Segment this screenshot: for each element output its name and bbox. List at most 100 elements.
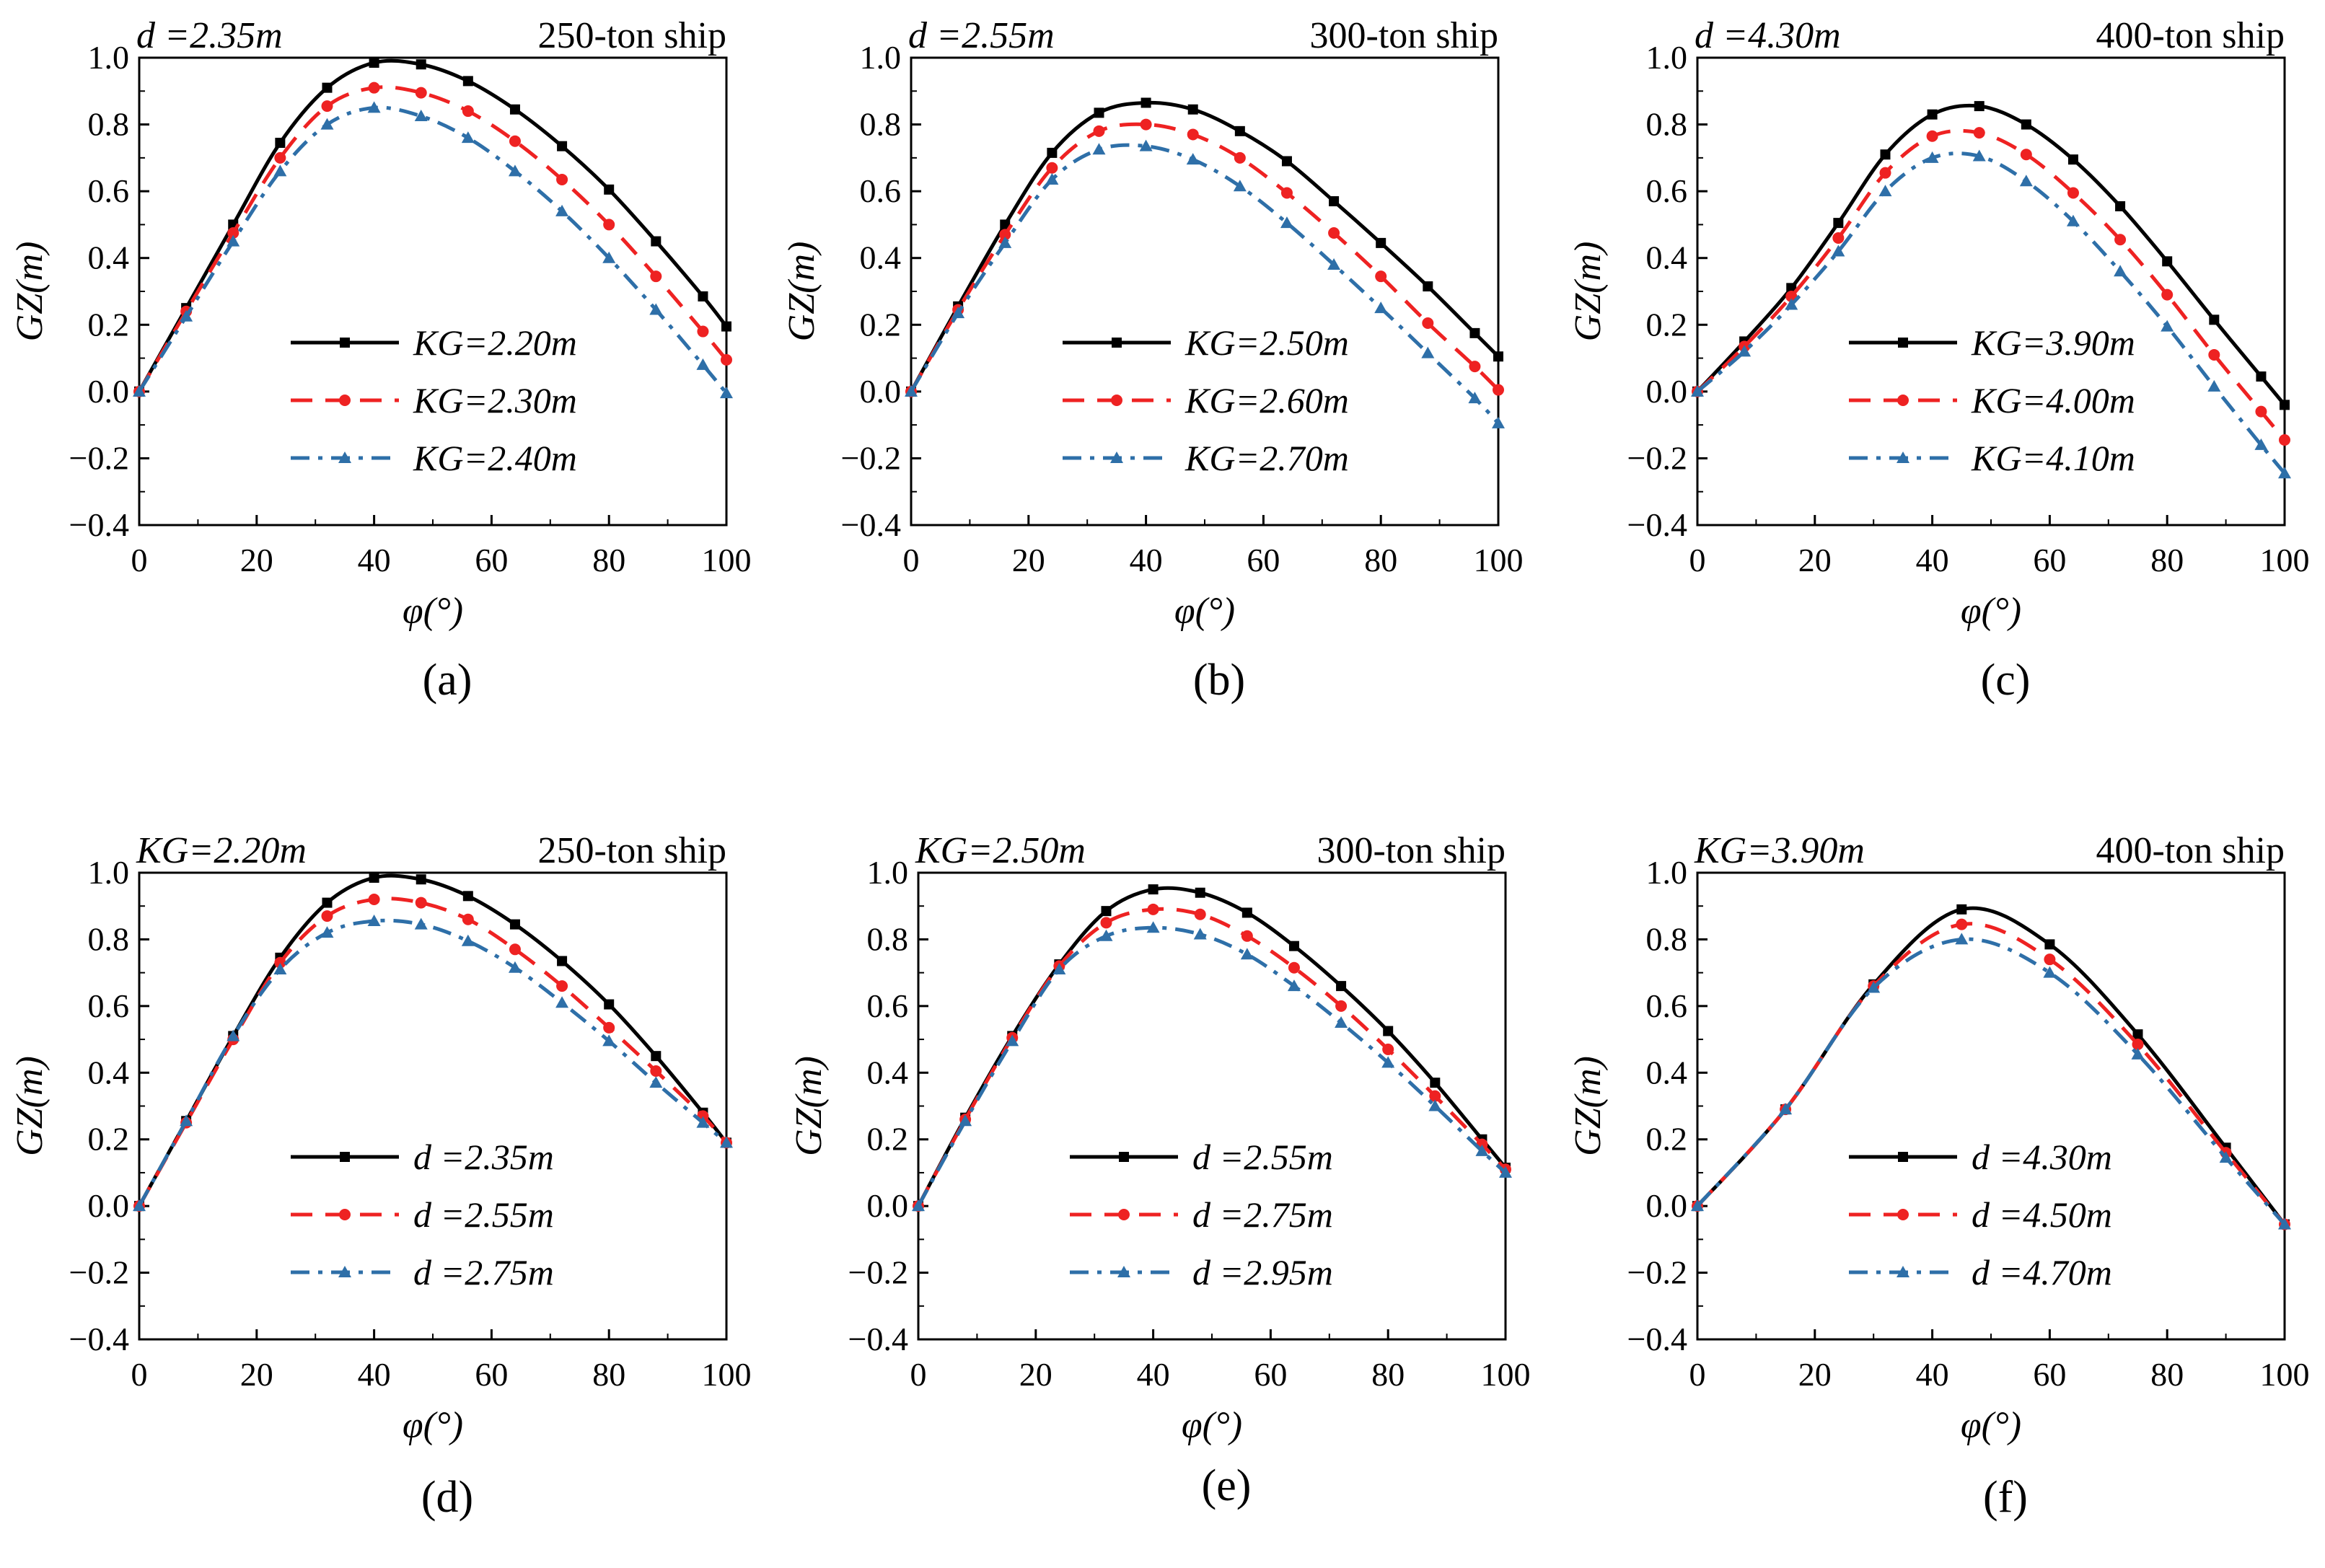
x-tick-label: 100 — [2260, 542, 2310, 578]
x-tick-label: 80 — [2150, 542, 2184, 578]
y-axis-label: GZ(m) — [788, 1056, 830, 1156]
y-tick-label: 0.2 — [1646, 1121, 1688, 1158]
data-point — [273, 164, 287, 177]
panel-condition-label: d =2.55m — [908, 15, 1055, 56]
legend-marker — [338, 452, 351, 463]
panel-caption: (f) — [1983, 1473, 2028, 1522]
data-point — [998, 236, 1012, 248]
data-point — [2280, 400, 2290, 410]
data-point — [1193, 928, 1207, 940]
chart-panel-3: −0.4 −0.2 0.0 0.2 0.4 0.6 0.8 1.0 0 20 40 60 80 100 φ(… — [1568, 15, 2310, 705]
data-point — [650, 270, 662, 283]
x-tick-label: 0 — [131, 1356, 148, 1393]
series-3 — [1691, 149, 2291, 479]
panel-ship-label: 250-ton ship — [538, 15, 726, 56]
y-tick-label: 1.0 — [867, 854, 909, 891]
x-tick-label: 80 — [2150, 1356, 2184, 1393]
y-tick-label: 0.6 — [1646, 987, 1688, 1024]
data-point — [1187, 128, 1199, 141]
series-3 — [905, 139, 1505, 428]
data-point — [720, 387, 733, 399]
data-point — [414, 917, 428, 930]
series-line — [1696, 937, 2286, 1226]
legend-label: d =2.35m — [413, 1137, 554, 1177]
data-point — [1382, 1043, 1394, 1055]
data-point — [180, 309, 193, 322]
data-point — [1925, 151, 1939, 163]
y-tick-label: 0.2 — [1646, 306, 1688, 343]
data-point — [1383, 1026, 1394, 1036]
series-2 — [1692, 918, 2290, 1230]
panel-ship-label: 300-ton ship — [1317, 830, 1506, 871]
data-point — [415, 897, 427, 909]
x-tick-label: 40 — [358, 542, 391, 578]
data-point — [1381, 1056, 1395, 1068]
data-point — [1691, 1199, 1704, 1212]
chart-panel-1: −0.4 −0.2 0.0 0.2 0.4 0.6 0.8 1.0 0 20 40 60 80 100 φ(… — [9, 15, 752, 705]
chart-panel-4: −0.4 −0.2 0.0 0.2 0.4 0.6 0.8 1.0 0 20 40 60 80 100 φ(… — [9, 830, 752, 1522]
data-point — [1974, 101, 1985, 112]
data-point — [275, 138, 286, 149]
data-point — [180, 1114, 193, 1127]
x-tick-label: 40 — [1137, 1356, 1170, 1393]
data-point — [1880, 149, 1891, 160]
panel-ship-label: 250-ton ship — [538, 830, 726, 871]
data-point — [2161, 320, 2174, 332]
x-tick-label: 20 — [1012, 542, 1045, 578]
data-point — [1287, 979, 1301, 992]
data-point — [1475, 1144, 1489, 1156]
series-line — [1696, 128, 2286, 441]
data-point — [1493, 384, 1504, 396]
x-tick-label: 0 — [903, 542, 920, 578]
data-point — [557, 956, 568, 966]
data-point — [2067, 187, 2079, 199]
y-tick-label: −0.2 — [841, 439, 901, 476]
data-point — [320, 118, 334, 130]
data-point — [2162, 256, 2173, 267]
data-point — [721, 321, 731, 332]
data-point — [2278, 1217, 2291, 1230]
data-point — [509, 943, 521, 956]
data-point — [2208, 348, 2220, 361]
data-point — [1867, 981, 1881, 993]
y-tick-label: 0.8 — [867, 920, 909, 957]
data-point — [696, 1116, 710, 1128]
data-point — [461, 131, 475, 144]
series-1 — [1692, 904, 2290, 1230]
data-point — [1187, 104, 1198, 115]
legend-label: d =2.75m — [413, 1252, 554, 1292]
data-point — [1186, 153, 1200, 165]
data-point — [367, 101, 381, 113]
data-point — [1927, 109, 1938, 120]
data-point — [1148, 884, 1159, 895]
data-point — [1100, 917, 1112, 929]
y-tick-label: 0.2 — [867, 1121, 909, 1158]
x-tick-label: 80 — [592, 1356, 625, 1393]
data-point — [959, 1114, 972, 1127]
data-point — [1195, 887, 1205, 898]
data-point — [320, 926, 334, 938]
series-line — [1696, 103, 2286, 406]
data-point — [2161, 289, 2174, 301]
data-point — [1327, 257, 1341, 270]
data-point — [1376, 237, 1386, 248]
data-point — [1052, 963, 1066, 975]
y-tick-label: −0.4 — [848, 1321, 908, 1357]
data-point — [416, 874, 426, 885]
data-point — [415, 87, 427, 99]
data-point — [1288, 961, 1300, 974]
data-point — [414, 110, 428, 121]
data-point — [462, 105, 474, 118]
legend-label: KG=2.60m — [1185, 380, 1349, 420]
data-point — [368, 893, 380, 905]
y-tick-label: 0.6 — [860, 172, 902, 209]
panel-caption: (c) — [1981, 656, 2031, 705]
data-point — [1779, 1103, 1793, 1115]
panel-condition-label: d =4.30m — [1695, 15, 1841, 56]
data-point — [1281, 156, 1292, 167]
y-axis-label: GZ(m) — [1568, 242, 1609, 342]
x-tick-label: 0 — [131, 542, 148, 578]
x-tick-label: 60 — [475, 1356, 508, 1393]
y-tick-label: 1.0 — [88, 39, 130, 76]
data-point — [912, 1199, 925, 1212]
